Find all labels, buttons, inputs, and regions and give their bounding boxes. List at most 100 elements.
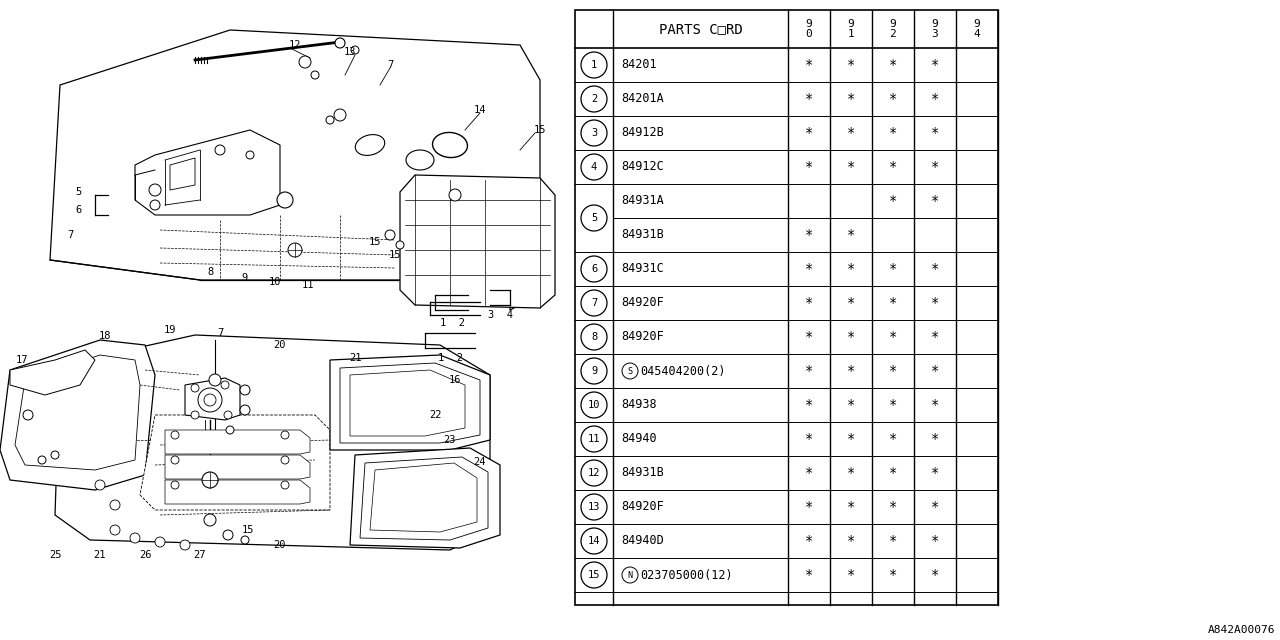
Circle shape [198, 388, 221, 412]
Circle shape [622, 363, 637, 379]
Text: 4: 4 [591, 162, 598, 172]
Circle shape [581, 154, 607, 180]
Circle shape [581, 528, 607, 554]
Text: 19: 19 [164, 325, 177, 335]
Text: *: * [847, 568, 855, 582]
Circle shape [334, 109, 346, 121]
Text: *: * [847, 364, 855, 378]
Text: 7: 7 [216, 328, 223, 338]
Circle shape [581, 358, 607, 384]
Text: 84201: 84201 [621, 58, 657, 72]
Text: 9
1: 9 1 [847, 19, 854, 38]
Circle shape [204, 514, 216, 526]
Text: 84940D: 84940D [621, 534, 664, 547]
Text: *: * [805, 92, 813, 106]
Text: *: * [805, 398, 813, 412]
Text: 84940: 84940 [621, 433, 657, 445]
Circle shape [581, 256, 607, 282]
Circle shape [351, 46, 358, 54]
Circle shape [282, 456, 289, 464]
Text: *: * [931, 58, 940, 72]
Text: *: * [847, 92, 855, 106]
Text: *: * [805, 466, 813, 480]
Text: 9
4: 9 4 [974, 19, 980, 38]
Text: *: * [888, 126, 897, 140]
Circle shape [210, 395, 220, 405]
Circle shape [581, 426, 607, 452]
Polygon shape [10, 350, 95, 395]
Text: 7: 7 [67, 230, 73, 240]
Text: *: * [888, 262, 897, 276]
Text: *: * [888, 160, 897, 174]
Text: PARTS C□RD: PARTS C□RD [659, 22, 742, 36]
Circle shape [110, 525, 120, 535]
Text: 023705000(12): 023705000(12) [640, 568, 732, 582]
Polygon shape [330, 355, 490, 450]
Circle shape [131, 533, 140, 543]
Text: 9
3: 9 3 [932, 19, 938, 38]
Text: 12: 12 [588, 468, 600, 478]
Text: 14: 14 [474, 105, 486, 115]
Text: 15: 15 [389, 250, 401, 260]
Text: 9
0: 9 0 [805, 19, 813, 38]
Text: *: * [805, 330, 813, 344]
Text: A842A00076: A842A00076 [1207, 625, 1275, 635]
Circle shape [241, 536, 250, 544]
Text: 15: 15 [369, 237, 381, 247]
Text: *: * [888, 296, 897, 310]
Circle shape [311, 71, 319, 79]
Text: 7: 7 [591, 298, 598, 308]
Circle shape [38, 456, 46, 464]
Polygon shape [370, 463, 477, 532]
Text: *: * [931, 432, 940, 446]
Text: 5: 5 [591, 213, 598, 223]
Text: *: * [847, 160, 855, 174]
Circle shape [282, 481, 289, 489]
Text: *: * [931, 398, 940, 412]
Text: 84920F: 84920F [621, 330, 664, 344]
Circle shape [581, 392, 607, 418]
Text: *: * [888, 466, 897, 480]
Text: *: * [805, 126, 813, 140]
Text: *: * [888, 568, 897, 582]
Text: 20: 20 [274, 540, 287, 550]
Circle shape [209, 374, 221, 386]
Polygon shape [340, 363, 480, 443]
Text: 8: 8 [207, 267, 214, 277]
Circle shape [449, 189, 461, 201]
Circle shape [224, 411, 232, 419]
Circle shape [223, 530, 233, 540]
Text: *: * [888, 534, 897, 548]
Text: *: * [847, 296, 855, 310]
Text: *: * [931, 500, 940, 514]
Text: 22: 22 [429, 410, 442, 420]
Text: 84931A: 84931A [621, 195, 664, 207]
Circle shape [241, 405, 250, 415]
Circle shape [326, 116, 334, 124]
Polygon shape [170, 158, 195, 190]
Text: 84938: 84938 [621, 399, 657, 412]
Text: *: * [805, 58, 813, 72]
Text: 3  4: 3 4 [488, 310, 512, 320]
Text: 24: 24 [474, 457, 486, 467]
Polygon shape [349, 448, 500, 548]
Text: 17: 17 [15, 355, 28, 365]
Text: *: * [931, 262, 940, 276]
Text: *: * [931, 126, 940, 140]
Circle shape [202, 472, 218, 488]
Text: *: * [805, 364, 813, 378]
Text: 9
2: 9 2 [890, 19, 896, 38]
Circle shape [204, 394, 216, 406]
Text: *: * [931, 160, 940, 174]
Text: *: * [805, 432, 813, 446]
Text: 8: 8 [591, 332, 598, 342]
Text: *: * [888, 398, 897, 412]
Circle shape [622, 567, 637, 583]
Text: *: * [847, 58, 855, 72]
Text: 3: 3 [591, 128, 598, 138]
Text: 6: 6 [74, 205, 81, 215]
Text: 18: 18 [99, 331, 111, 341]
Polygon shape [349, 370, 465, 436]
Circle shape [191, 411, 198, 419]
Text: *: * [847, 330, 855, 344]
